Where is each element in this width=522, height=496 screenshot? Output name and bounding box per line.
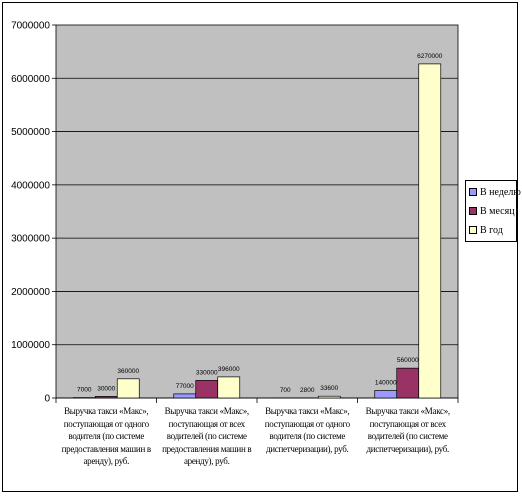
legend-swatch-week bbox=[469, 187, 477, 196]
y-tick-label: 5000000 bbox=[11, 127, 50, 138]
data-label: 560000 bbox=[397, 357, 419, 364]
category-label-4: Выручка такси «Макс», поступающая от все… bbox=[365, 406, 451, 454]
legend: В неделю В месяц В год bbox=[465, 180, 521, 242]
y-tick-label: 4000000 bbox=[11, 180, 50, 191]
legend-item-year: В год bbox=[469, 225, 503, 237]
y-tick-label: 6000000 bbox=[11, 74, 50, 85]
data-label: 330000 bbox=[196, 369, 218, 376]
legend-item-week: В неделю bbox=[469, 187, 521, 199]
bar bbox=[317, 395, 341, 399]
legend-item-month: В месяц bbox=[469, 206, 515, 218]
legend-swatch-month bbox=[469, 206, 477, 215]
data-label: 140000 bbox=[375, 380, 397, 387]
bar bbox=[217, 376, 241, 399]
legend-label-year: В год bbox=[480, 225, 503, 236]
y-tick-label: 0 bbox=[44, 394, 50, 405]
legend-label-week: В неделю bbox=[480, 187, 521, 198]
y-tick-label: 1000000 bbox=[11, 340, 50, 351]
data-label: 396000 bbox=[218, 366, 240, 373]
data-label: 30000 bbox=[97, 385, 115, 392]
data-label: 360000 bbox=[117, 368, 139, 375]
plot-area bbox=[55, 24, 459, 399]
y-tick-label: 7000000 bbox=[11, 21, 50, 32]
legend-swatch-year bbox=[469, 225, 477, 234]
bar bbox=[173, 393, 197, 399]
data-label: 33600 bbox=[320, 385, 338, 392]
category-label-2: Выручка такси «Макс», поступающая от все… bbox=[162, 406, 252, 466]
bar bbox=[195, 380, 219, 399]
legend-label-month: В месяц bbox=[480, 206, 515, 217]
bar bbox=[418, 63, 442, 399]
category-label-1: Выручка такси «Макс», поступающая от одн… bbox=[61, 406, 152, 466]
data-label: 2800 bbox=[300, 387, 315, 394]
data-label: 6270000 bbox=[417, 53, 443, 60]
data-label: 77000 bbox=[176, 383, 194, 390]
data-label: 700 bbox=[280, 387, 291, 394]
data-label: 7000 bbox=[77, 387, 92, 394]
category-label-3: Выручка такси «Макс», поступающая от одн… bbox=[264, 406, 350, 454]
bar bbox=[374, 390, 398, 399]
bar bbox=[396, 367, 420, 399]
y-tick-label: 2000000 bbox=[11, 287, 50, 298]
bar bbox=[94, 396, 118, 399]
bar bbox=[116, 378, 140, 399]
y-tick-label: 3000000 bbox=[11, 234, 50, 245]
